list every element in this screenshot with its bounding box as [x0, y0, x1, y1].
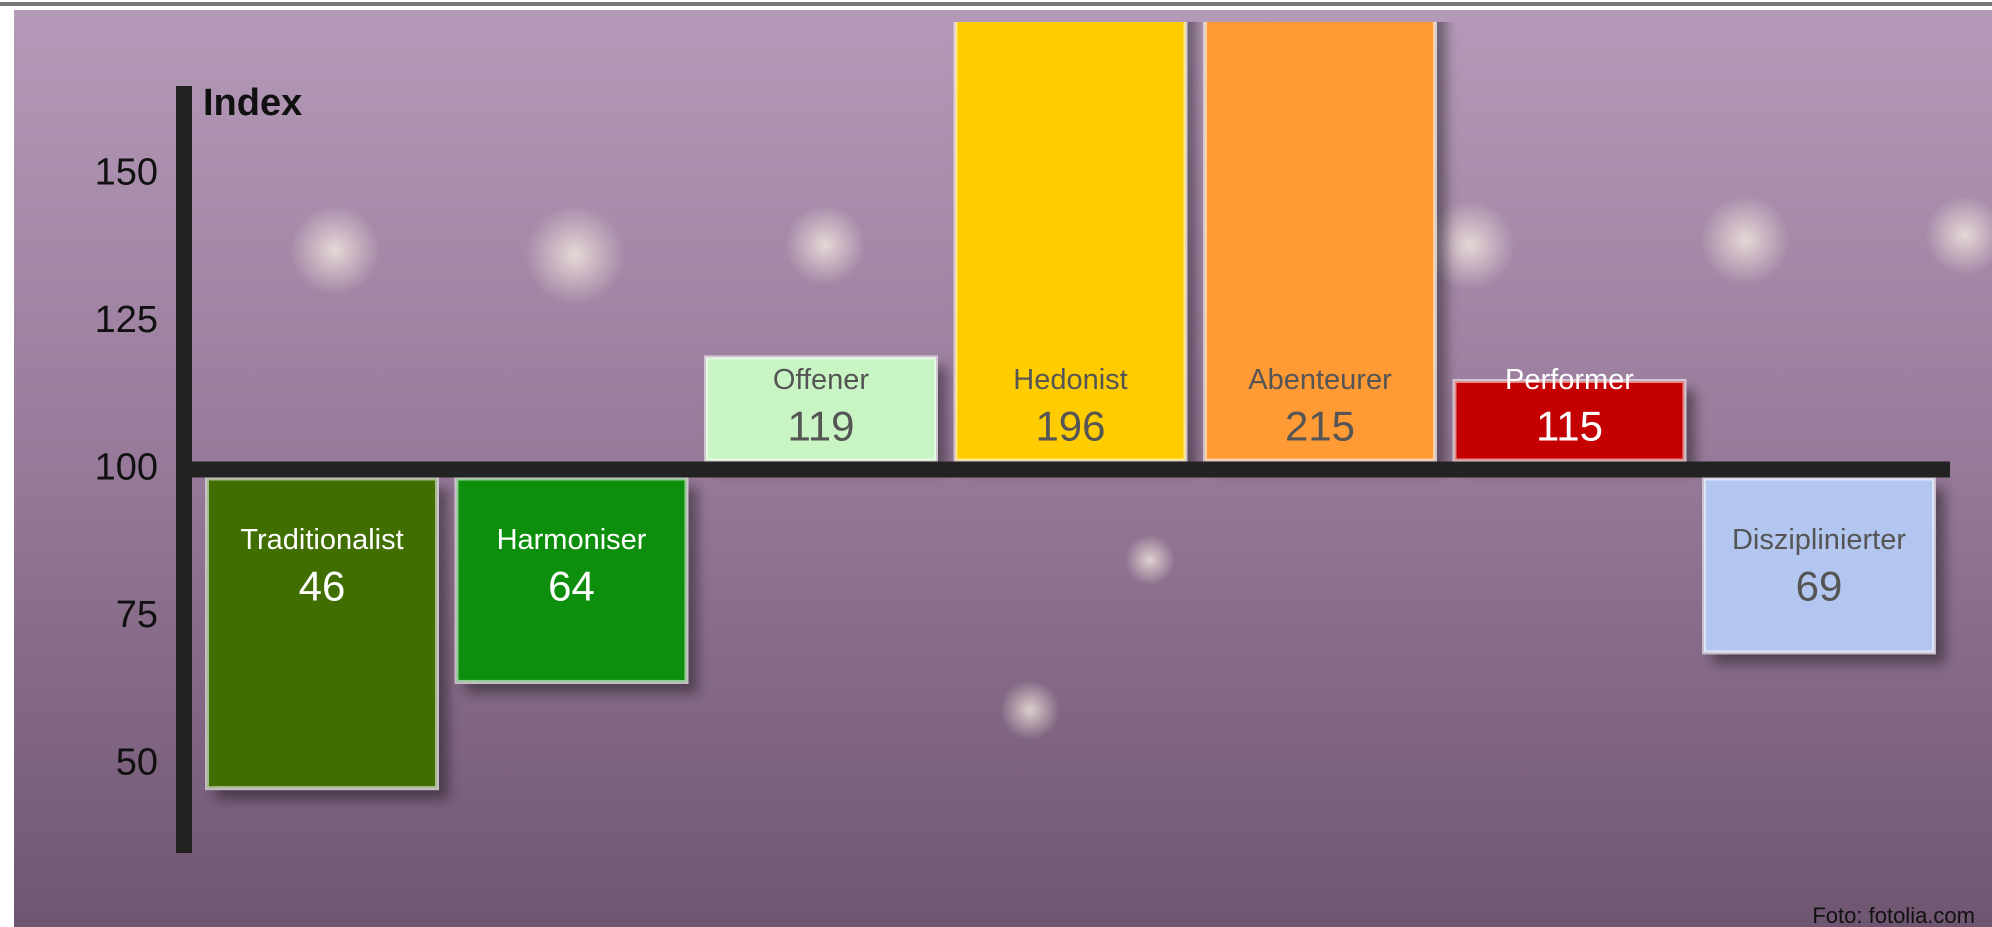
- bar-value-label: 196: [1035, 403, 1105, 450]
- top-rule: [0, 2, 1992, 6]
- bar-category-label: Performer: [1505, 364, 1634, 396]
- y-tick-label: 50: [116, 742, 158, 784]
- bar-value-label: 46: [299, 563, 346, 610]
- bar-category-label: Hedonist: [1013, 364, 1127, 396]
- bar-category-label: Harmoniser: [497, 524, 647, 556]
- bar-value-label: 119: [788, 403, 855, 450]
- bar-category-label: Offener: [773, 364, 870, 396]
- bar-category-label: Traditionalist: [240, 524, 403, 556]
- bar-value-label: 64: [548, 563, 595, 610]
- y-tick-label: 150: [95, 152, 158, 194]
- baseline-axis: [176, 462, 1950, 478]
- y-tick-label: 125: [95, 299, 158, 341]
- chart: Index Foto: fotolia.com Traditionalist 46…: [0, 0, 1992, 927]
- bar-category-label: Abenteurer: [1248, 364, 1392, 396]
- bar-value-label: 115: [1536, 403, 1603, 450]
- bar-category-label: Disziplinierter: [1732, 524, 1906, 556]
- axis-title: Index: [203, 82, 302, 124]
- bar-value-label: 69: [1796, 563, 1843, 610]
- y-tick-label: 100: [95, 447, 158, 489]
- bar-value-label: 215: [1285, 403, 1355, 450]
- photo-credit: Foto: fotolia.com: [1812, 903, 1975, 927]
- y-tick-label: 75: [116, 594, 158, 636]
